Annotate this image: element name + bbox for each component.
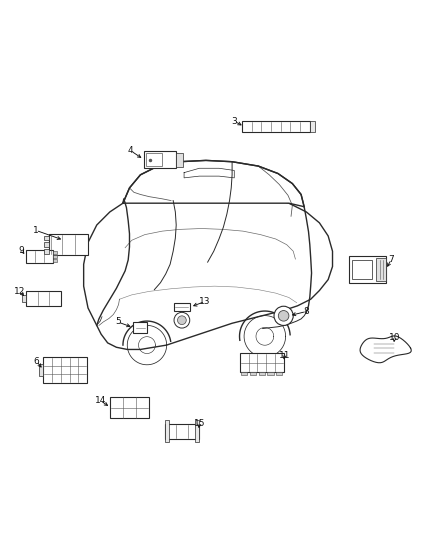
Bar xyxy=(177,152,183,166)
Bar xyxy=(250,372,256,375)
Bar xyxy=(144,151,177,168)
Bar xyxy=(268,372,274,375)
Bar xyxy=(276,372,283,375)
Text: 4: 4 xyxy=(128,146,134,155)
Text: 9: 9 xyxy=(19,246,25,255)
Bar xyxy=(53,259,57,262)
Text: 12: 12 xyxy=(14,287,25,296)
Bar xyxy=(146,154,162,166)
Bar xyxy=(349,256,386,282)
Polygon shape xyxy=(360,336,411,363)
Circle shape xyxy=(174,312,190,328)
Bar xyxy=(242,122,310,132)
Text: 15: 15 xyxy=(194,419,205,428)
Circle shape xyxy=(177,316,186,325)
Bar xyxy=(241,372,247,375)
Bar xyxy=(173,303,190,311)
Bar xyxy=(25,250,53,263)
Bar xyxy=(44,249,49,254)
Bar xyxy=(26,290,61,306)
Bar xyxy=(53,255,57,258)
Text: 5: 5 xyxy=(115,318,120,326)
Text: 7: 7 xyxy=(389,255,394,264)
Polygon shape xyxy=(123,160,304,207)
Bar xyxy=(110,397,149,418)
Text: 14: 14 xyxy=(95,396,106,405)
Text: 1: 1 xyxy=(33,226,39,235)
Bar xyxy=(165,420,169,442)
Text: 3: 3 xyxy=(231,117,237,126)
Bar xyxy=(53,251,57,254)
Bar xyxy=(376,258,386,281)
Bar xyxy=(165,424,199,439)
Bar xyxy=(44,236,49,240)
Bar xyxy=(39,364,43,376)
Bar xyxy=(310,122,315,132)
Text: 8: 8 xyxy=(304,307,309,316)
Bar xyxy=(259,372,265,375)
Bar xyxy=(194,420,199,442)
Text: 13: 13 xyxy=(199,297,211,306)
Text: 6: 6 xyxy=(34,357,39,366)
Bar xyxy=(240,353,284,372)
Circle shape xyxy=(278,311,289,321)
Polygon shape xyxy=(84,190,332,350)
Bar xyxy=(44,243,49,247)
Bar xyxy=(352,260,372,279)
Bar xyxy=(49,234,88,255)
Circle shape xyxy=(274,306,293,326)
Bar xyxy=(21,295,26,302)
Text: 11: 11 xyxy=(279,351,290,360)
Bar xyxy=(43,357,87,383)
Text: 10: 10 xyxy=(389,333,400,342)
Bar xyxy=(134,322,148,333)
